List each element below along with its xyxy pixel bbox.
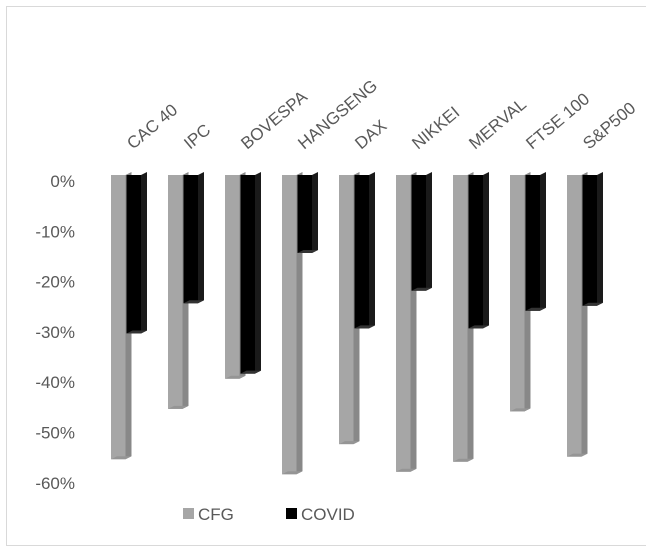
category-label: FTSE 100 xyxy=(522,89,593,153)
bar-covid xyxy=(126,172,147,334)
legend-label: COVID xyxy=(301,505,355,524)
bar-covid xyxy=(525,172,546,311)
bar-covid xyxy=(411,172,432,291)
y-tick-label: -10% xyxy=(35,222,75,241)
category-label: DAX xyxy=(351,116,390,153)
bar-cfg xyxy=(282,172,303,475)
category-label: MERVAL xyxy=(465,95,530,153)
y-tick-label: -20% xyxy=(35,273,75,292)
bar-covid xyxy=(240,172,261,374)
y-axis: 0% -10% -20% -30% -40% -50% -60% xyxy=(35,172,75,493)
bar-covid xyxy=(297,172,318,253)
y-tick-label: -40% xyxy=(35,373,75,392)
category-label: IPC xyxy=(180,120,214,153)
bar-cfg xyxy=(168,172,189,409)
bar-covid xyxy=(183,172,204,304)
category-label: NIKKEI xyxy=(408,103,463,153)
category-label: S&P500 xyxy=(579,98,639,153)
bar-cfg xyxy=(111,172,132,460)
bar-cfg xyxy=(453,172,474,462)
legend-item-covid: COVID xyxy=(286,505,355,524)
bar-covid xyxy=(582,172,603,306)
bar-covid xyxy=(354,172,375,329)
y-tick-label: -50% xyxy=(35,424,75,443)
y-tick-label: -60% xyxy=(35,474,75,493)
y-tick-label: -30% xyxy=(35,323,75,342)
bar-cfg xyxy=(567,172,588,457)
legend-item-cfg: CFG xyxy=(183,505,234,524)
bar-covid xyxy=(468,172,489,329)
legend-swatch xyxy=(286,508,297,519)
bar-cfg xyxy=(339,172,360,445)
legend-swatch xyxy=(183,508,194,519)
y-tick-label: 0% xyxy=(50,172,75,191)
legend: CFG COVID xyxy=(183,505,355,524)
category-label: BOVESPA xyxy=(237,87,311,153)
category-label: CAC 40 xyxy=(123,100,181,153)
legend-label: CFG xyxy=(198,505,234,524)
bar-cfg xyxy=(510,172,531,412)
category-label: HANGSENG xyxy=(294,76,381,153)
bars xyxy=(111,172,603,475)
bar-cfg xyxy=(396,172,417,472)
bar-cfg xyxy=(225,172,246,379)
